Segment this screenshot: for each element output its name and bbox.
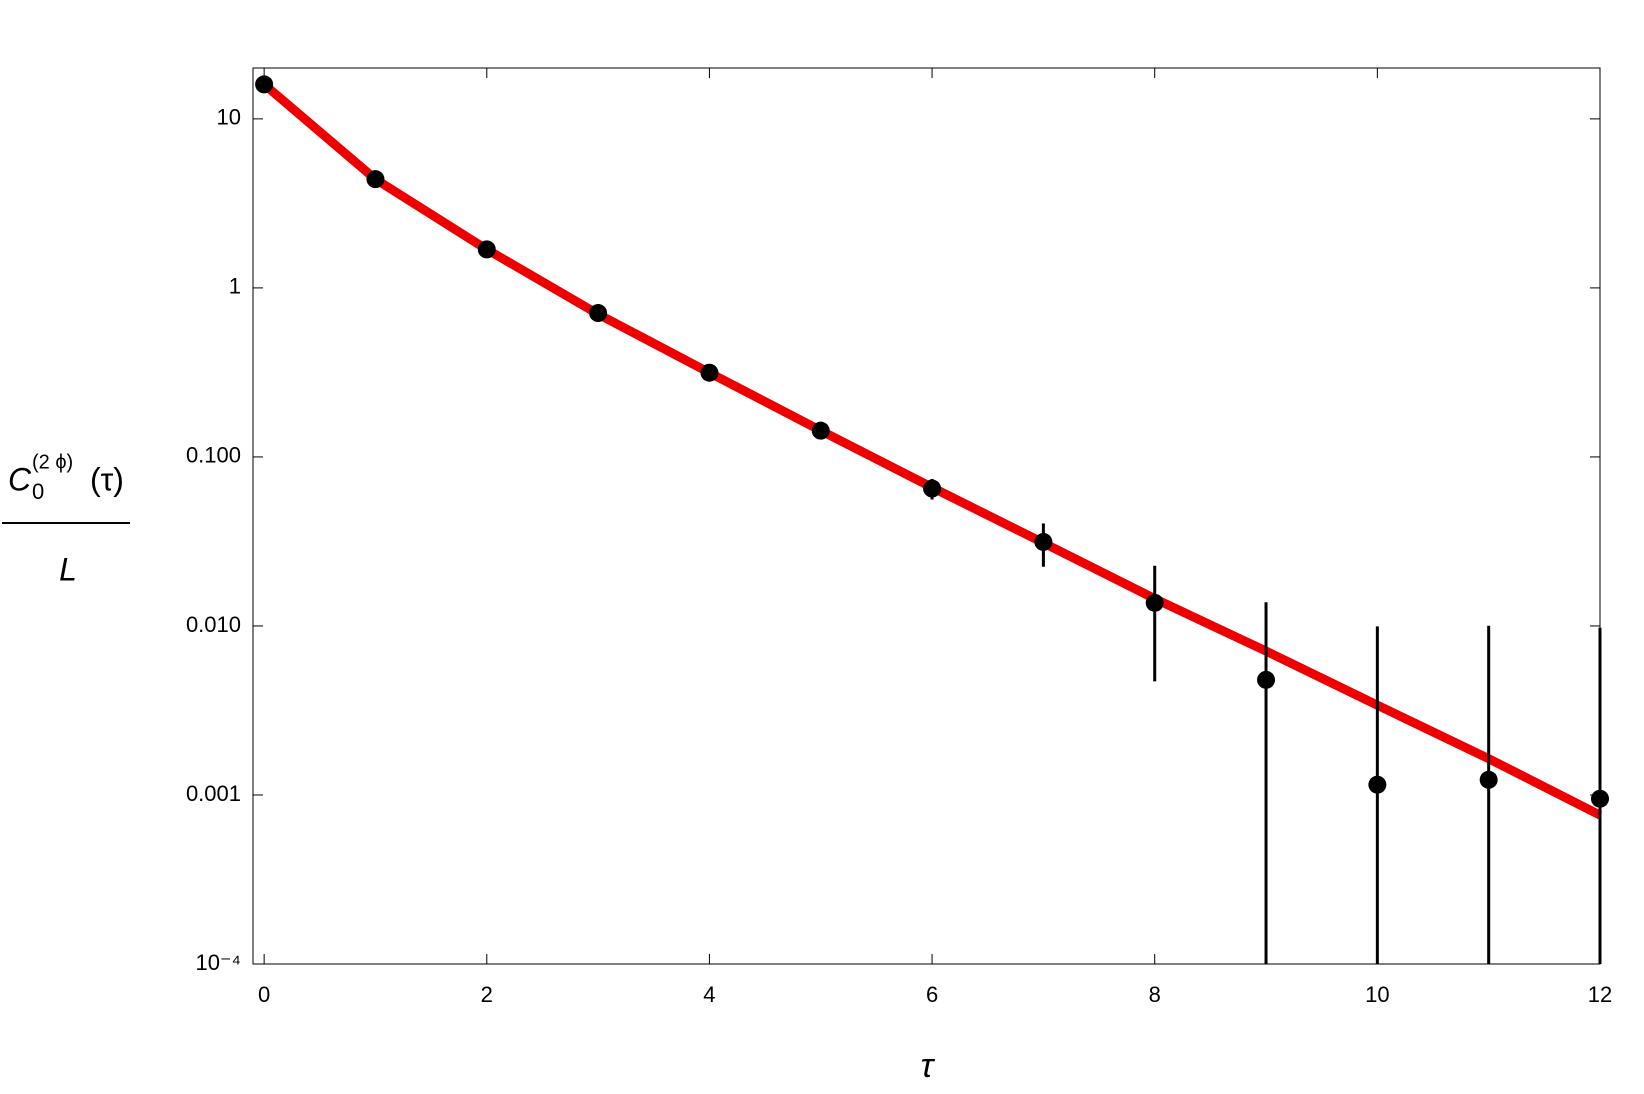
data-point [700,363,719,382]
y-label-denominator: L [59,551,77,587]
data-point [477,240,496,259]
y-tick-label: 0.001 [186,781,241,806]
fit-line [261,80,1603,820]
y-tick-label: 10⁻⁴ [195,950,241,975]
data-point [1479,770,1498,789]
y-label-main: C [8,461,32,497]
y-tick-label: 0.100 [186,443,241,468]
x-tick-label: 0 [258,982,270,1007]
data-point [923,479,942,498]
data-point [1591,789,1609,808]
plot-frame [252,67,1601,965]
x-tick-label: 10 [1365,982,1389,1007]
y-label-sub: 0 [32,479,44,504]
data-point [1034,532,1053,551]
data-point [366,170,385,189]
y-tick-label: 0.010 [186,612,241,637]
y-tick-label: 10 [217,105,241,130]
y-label-arg: (τ) [90,461,124,497]
x-tick-label: 12 [1588,982,1612,1007]
x-axis-label: τ [921,1047,936,1085]
data-point [1145,593,1164,612]
data-point [811,421,830,440]
data-point [255,75,274,94]
y-tick-label: 1 [229,274,241,299]
x-tick-label: 2 [481,982,493,1007]
y-axis-label: C 0 (2 ϕ) (τ) L [2,451,130,587]
y-label-sup: (2 ϕ) [32,451,73,473]
x-tick-label: 8 [1149,982,1161,1007]
x-tick-label: 4 [703,982,715,1007]
data-point [1368,775,1387,794]
x-tick-label: 6 [926,982,938,1007]
data-point [589,304,608,323]
data-point [1257,670,1276,689]
